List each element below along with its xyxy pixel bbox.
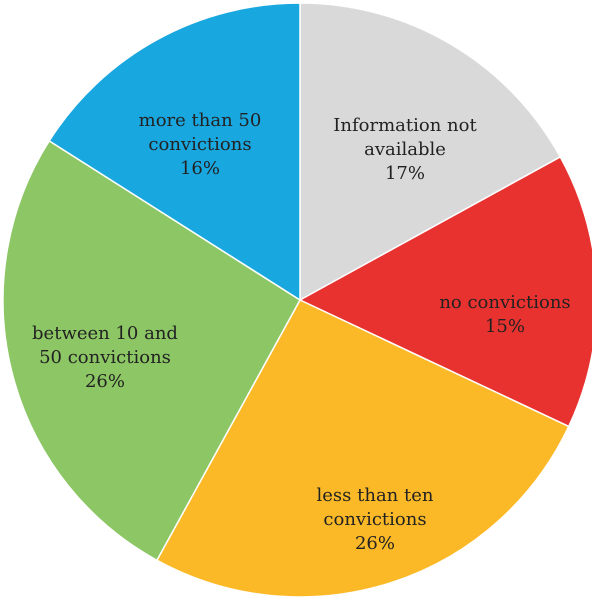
category-label: no convictions	[439, 292, 571, 313]
category-label: more than 50 convictions	[138, 110, 262, 155]
slice-label: more than 50 convictions 16%	[133, 109, 268, 181]
category-label: Information not available	[333, 115, 477, 160]
slice-label: Information not available 17%	[330, 114, 480, 186]
category-label: between 10 and 50 convictions	[32, 323, 178, 368]
value-label: 17%	[384, 163, 425, 184]
pie-slice	[48, 2, 301, 302]
slice-label: less than ten convictions 26%	[310, 484, 440, 556]
pie-slice	[298, 155, 592, 428]
pie-slice	[2, 139, 301, 562]
slice-label: between 10 and 50 convictions 26%	[25, 322, 185, 394]
value-label: 26%	[354, 533, 395, 554]
value-label: 15%	[484, 316, 525, 337]
category-label: less than ten convictions	[316, 485, 434, 530]
pie-slice	[299, 2, 562, 302]
value-label: 26%	[84, 371, 125, 392]
value-label: 16%	[179, 158, 220, 179]
slice-label: no convictions 15%	[410, 291, 592, 339]
